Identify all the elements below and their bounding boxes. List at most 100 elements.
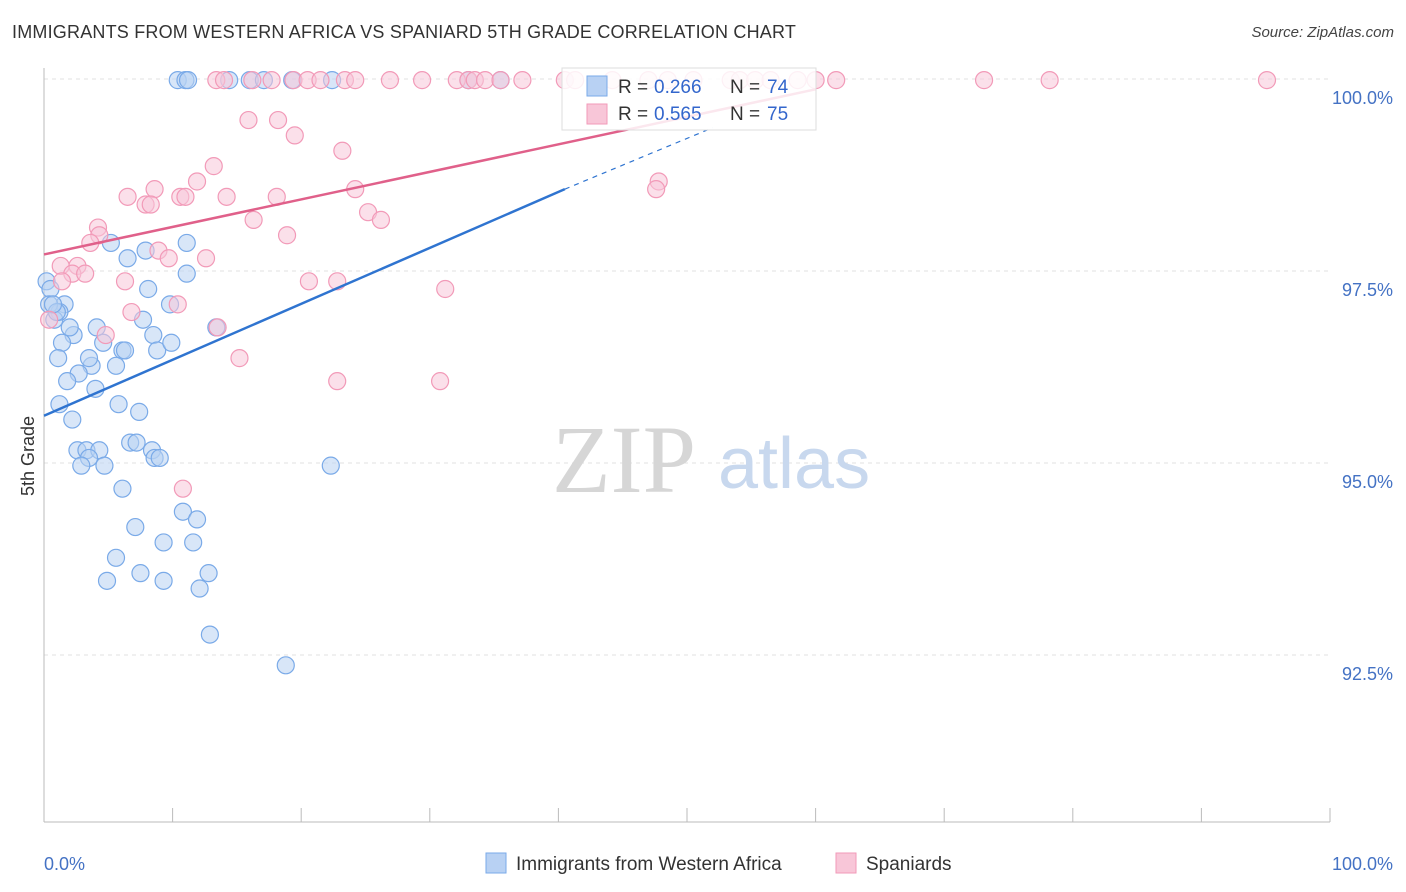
y-tick-label: 100.0% [1332,88,1393,108]
legend-n-label-2: N = [730,104,760,125]
data-point [162,333,181,352]
series-western-africa-points [37,71,510,675]
data-point [76,264,95,283]
data-point [126,517,145,537]
source-note: Source: ZipAtlas.com [1251,24,1394,41]
series-legend: Immigrants from Western Africa Spaniards [485,852,952,875]
bottom-legend-label-spaniards: Spaniards [866,854,952,875]
y-tick-labels: 100.0% 97.5% 95.0% 92.5% [1332,88,1393,684]
data-point [109,395,128,414]
data-point [130,402,149,421]
data-point [196,249,216,268]
legend-swatch-western-africa [586,75,608,97]
x-tick-label-left: 0.0% [44,854,85,874]
data-point [58,372,77,391]
trend-line-western-africa [43,188,566,417]
data-point [321,456,340,475]
legend-r-label-2: R = [618,104,648,125]
x-ticks [43,808,1331,822]
data-point [187,172,207,191]
data-point [154,533,173,552]
data-point [60,318,79,337]
data-point [244,210,263,229]
data-point [97,571,117,590]
data-point [239,110,258,130]
data-point [187,510,207,529]
data-point [190,579,209,598]
bottom-legend-label-western-africa: Immigrants from Western Africa [516,854,782,875]
data-point [63,410,82,429]
legend-r-value-1: 0.266 [654,77,702,98]
data-point [52,333,72,352]
data-point [49,349,68,368]
data-point [122,302,141,322]
legend-r-label-1: R = [618,77,648,98]
data-point [148,341,167,360]
watermark: ZIP atlas [552,406,870,513]
data-point [173,479,192,498]
data-point [106,548,126,567]
data-point [145,180,164,199]
data-point [277,226,297,245]
data-point [173,502,192,521]
data-point [113,479,132,498]
data-point [276,656,295,675]
data-point [380,71,400,90]
data-point [118,187,137,206]
data-point [177,233,196,253]
data-point [346,71,365,90]
data-point [299,272,319,291]
correlation-legend: R = 0.266 N = 74 R = 0.565 N = 75 [561,67,817,131]
data-point [243,71,262,90]
data-point [204,157,223,176]
data-point [371,210,391,229]
data-point [268,110,288,130]
data-point [96,325,115,345]
data-point [52,272,72,291]
data-point [177,264,196,283]
data-point [144,325,163,345]
bottom-legend-swatch-western-africa [485,852,507,874]
data-point [491,71,510,90]
data-point [230,349,249,368]
data-point [333,141,352,160]
data-point [139,279,158,299]
data-point [72,456,91,475]
y-tick-label: 92.5% [1342,664,1393,684]
data-point [214,71,234,90]
data-point [1040,71,1059,90]
y-axis-label: 5th Grade [18,416,38,496]
data-point [40,310,59,329]
data-point [311,71,330,90]
data-point [141,195,160,214]
legend-n-value-2: 75 [767,104,788,125]
x-tick-label-right: 100.0% [1332,854,1393,874]
data-point [184,533,203,552]
data-point [115,341,135,360]
trend-line-western-africa-extension [564,127,713,190]
data-point [115,272,135,291]
data-point [79,349,99,368]
data-point [154,571,173,590]
data-point [178,71,198,90]
data-point [1257,71,1277,90]
watermark-zip: ZIP [552,406,696,513]
grid-lines [44,78,1330,656]
watermark-atlas: atlas [718,424,870,504]
data-point [199,564,218,583]
data-point [159,249,178,268]
chart-title: IMMIGRANTS FROM WESTERN AFRICA VS SPANIA… [12,22,797,42]
data-point [95,456,114,475]
legend-swatch-spaniards [586,103,608,125]
bottom-legend-swatch-spaniards [835,852,857,874]
data-point [827,71,846,90]
data-point [647,180,666,199]
data-point [974,71,994,90]
data-point [430,372,450,391]
data-point [168,295,187,314]
data-point [436,279,455,299]
legend-r-value-2: 0.565 [654,104,702,125]
data-point [217,187,236,206]
data-point [200,625,219,644]
